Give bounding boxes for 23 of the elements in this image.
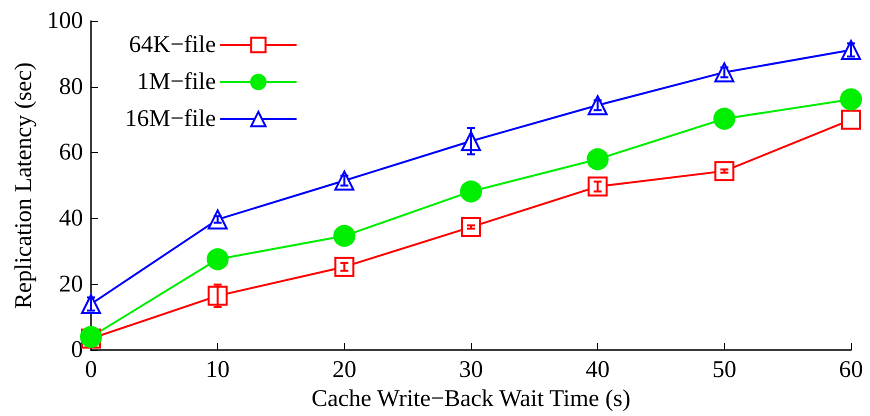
y-axis-title: Replication Latency (sec) [11,62,38,309]
x-axis-title: Cache Write−Back Wait Time (s) [311,386,631,412]
legend-label: 64K−file [128,32,216,58]
x-tick-label: 60 [839,357,863,384]
y-tick-label: 100 [47,8,83,34]
point [333,224,356,247]
legend-label: 16M−file [124,106,216,132]
point [460,180,482,202]
point [713,108,736,130]
point [841,110,861,130]
y-tick-label: 20 [59,271,83,298]
x-tick-label: 40 [586,357,610,384]
point [840,88,862,110]
x-tick-label: 50 [712,357,736,384]
point [206,248,229,270]
legend-label: 1M−file [136,69,216,95]
y-tick-label: 60 [59,140,83,166]
point [586,148,609,170]
x-tick-label: 10 [206,357,230,384]
x-tick-label: 20 [332,357,356,384]
y-tick-label: 40 [59,205,83,232]
y-tick-label: 80 [59,74,83,100]
x-tick-label: 30 [459,357,483,384]
